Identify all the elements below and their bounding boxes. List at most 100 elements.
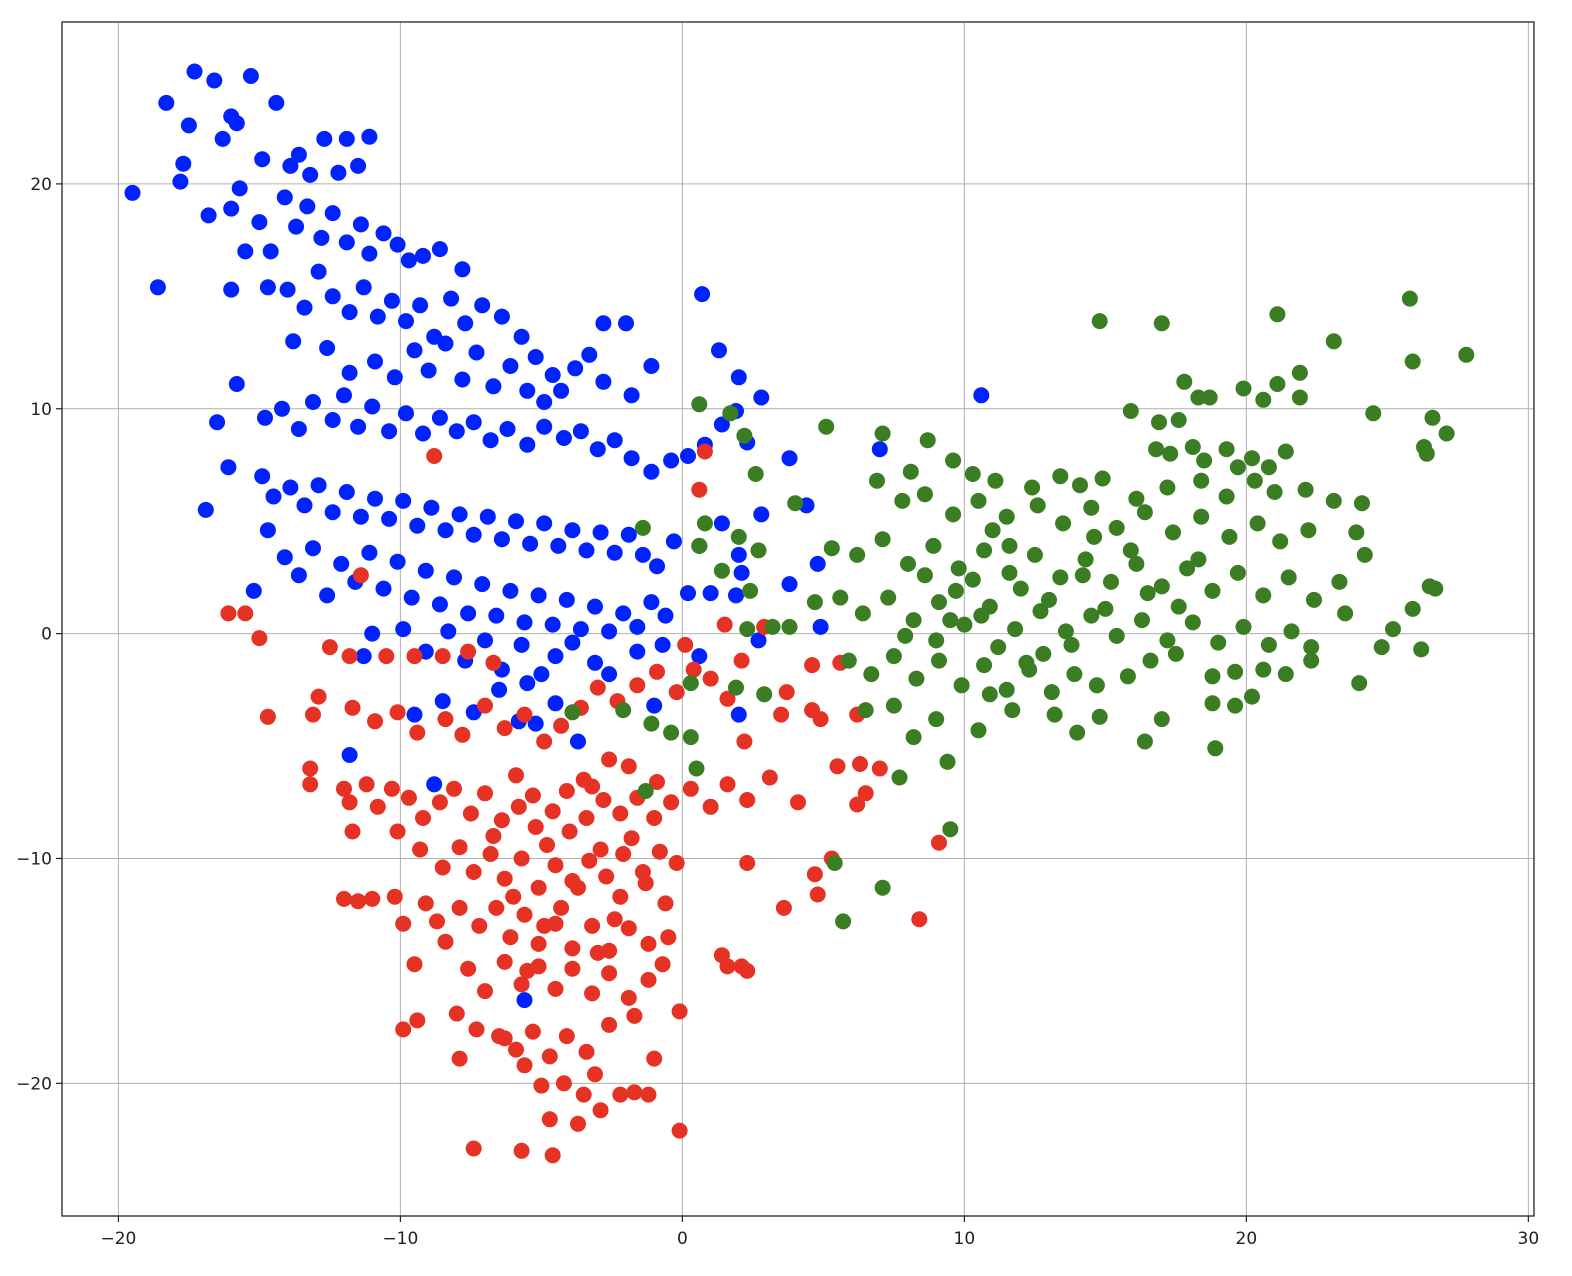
- data-point: [220, 459, 237, 476]
- data-point: [223, 281, 240, 298]
- data-point: [680, 448, 696, 464]
- data-point: [389, 553, 406, 570]
- data-point: [739, 962, 756, 979]
- data-point: [1142, 652, 1159, 669]
- data-point: [1170, 598, 1187, 615]
- data-point: [454, 261, 471, 278]
- data-point: [149, 279, 166, 296]
- data-point: [615, 605, 632, 622]
- data-point: [702, 670, 719, 687]
- data-point: [947, 582, 964, 599]
- data-point: [333, 555, 350, 572]
- data-point: [1204, 695, 1221, 712]
- data-point: [1136, 504, 1153, 521]
- data-point: [228, 115, 245, 132]
- data-point: [1418, 445, 1435, 462]
- data-point: [1249, 515, 1266, 532]
- data-point: [646, 810, 663, 826]
- data-point: [654, 956, 671, 973]
- data-point: [1153, 578, 1170, 595]
- plot-area: [62, 22, 1534, 1216]
- data-point: [657, 895, 674, 912]
- data-point: [806, 594, 823, 611]
- data-point: [544, 1147, 561, 1164]
- data-point: [874, 879, 891, 896]
- data-point: [336, 780, 352, 797]
- data-point: [209, 414, 226, 431]
- data-point: [736, 733, 753, 750]
- data-point: [547, 695, 564, 712]
- data-point: [1063, 636, 1080, 653]
- data-point: [874, 425, 891, 442]
- data-point: [589, 679, 606, 696]
- data-point: [1404, 353, 1421, 370]
- data-point: [245, 582, 262, 599]
- data-point: [536, 394, 553, 410]
- data-point: [431, 794, 448, 811]
- data-point: [513, 976, 530, 993]
- data-point: [1277, 666, 1294, 683]
- data-point: [1091, 313, 1108, 330]
- data-point: [378, 648, 395, 665]
- data-point: [1159, 479, 1176, 496]
- data-point: [1193, 508, 1210, 525]
- data-point: [694, 286, 711, 303]
- data-point: [1404, 600, 1421, 617]
- data-point: [688, 760, 705, 777]
- data-point: [1184, 439, 1201, 455]
- data-point: [1035, 645, 1052, 662]
- data-point: [1088, 677, 1105, 694]
- data-point: [296, 497, 313, 514]
- data-point: [578, 1043, 595, 1060]
- data-point: [296, 299, 313, 316]
- data-point: [902, 463, 919, 480]
- data-point: [496, 870, 513, 887]
- data-point: [1218, 441, 1235, 458]
- data-point: [364, 398, 381, 415]
- data-point: [400, 789, 417, 806]
- data-point: [530, 587, 547, 604]
- data-point: [237, 605, 254, 622]
- data-point: [1373, 639, 1390, 656]
- data-point: [352, 216, 369, 233]
- data-point: [290, 421, 307, 437]
- data-point: [739, 621, 756, 638]
- y-tick-label: −20: [16, 1074, 52, 1094]
- data-point: [465, 864, 482, 880]
- data-point: [395, 492, 412, 509]
- data-point: [601, 666, 618, 683]
- data-point: [742, 582, 759, 599]
- data-point: [369, 798, 386, 815]
- data-point: [1297, 481, 1314, 498]
- data-point: [1351, 675, 1368, 692]
- data-point: [431, 409, 448, 426]
- data-point: [682, 675, 699, 692]
- data-point: [832, 589, 849, 606]
- data-point: [477, 983, 493, 1000]
- data-point: [973, 607, 990, 624]
- data-point: [395, 915, 412, 932]
- data-point: [1356, 546, 1373, 563]
- data-point: [290, 146, 307, 163]
- data-point: [541, 1111, 558, 1128]
- data-point: [1303, 652, 1320, 669]
- data-point: [299, 198, 316, 215]
- data-point: [355, 648, 372, 665]
- data-point: [1221, 528, 1238, 545]
- data-point: [1190, 551, 1207, 568]
- data-point: [1165, 524, 1181, 541]
- data-point: [606, 911, 623, 928]
- data-point: [516, 906, 533, 923]
- data-point: [313, 229, 330, 246]
- data-point: [513, 636, 530, 653]
- data-point: [589, 944, 606, 961]
- data-point: [663, 794, 680, 811]
- data-point: [524, 787, 541, 804]
- data-point: [259, 279, 276, 296]
- data-point: [880, 589, 897, 606]
- data-point: [1337, 605, 1354, 622]
- data-point: [502, 929, 519, 946]
- data-point: [383, 292, 400, 309]
- data-point: [668, 684, 685, 701]
- data-point: [1151, 414, 1167, 431]
